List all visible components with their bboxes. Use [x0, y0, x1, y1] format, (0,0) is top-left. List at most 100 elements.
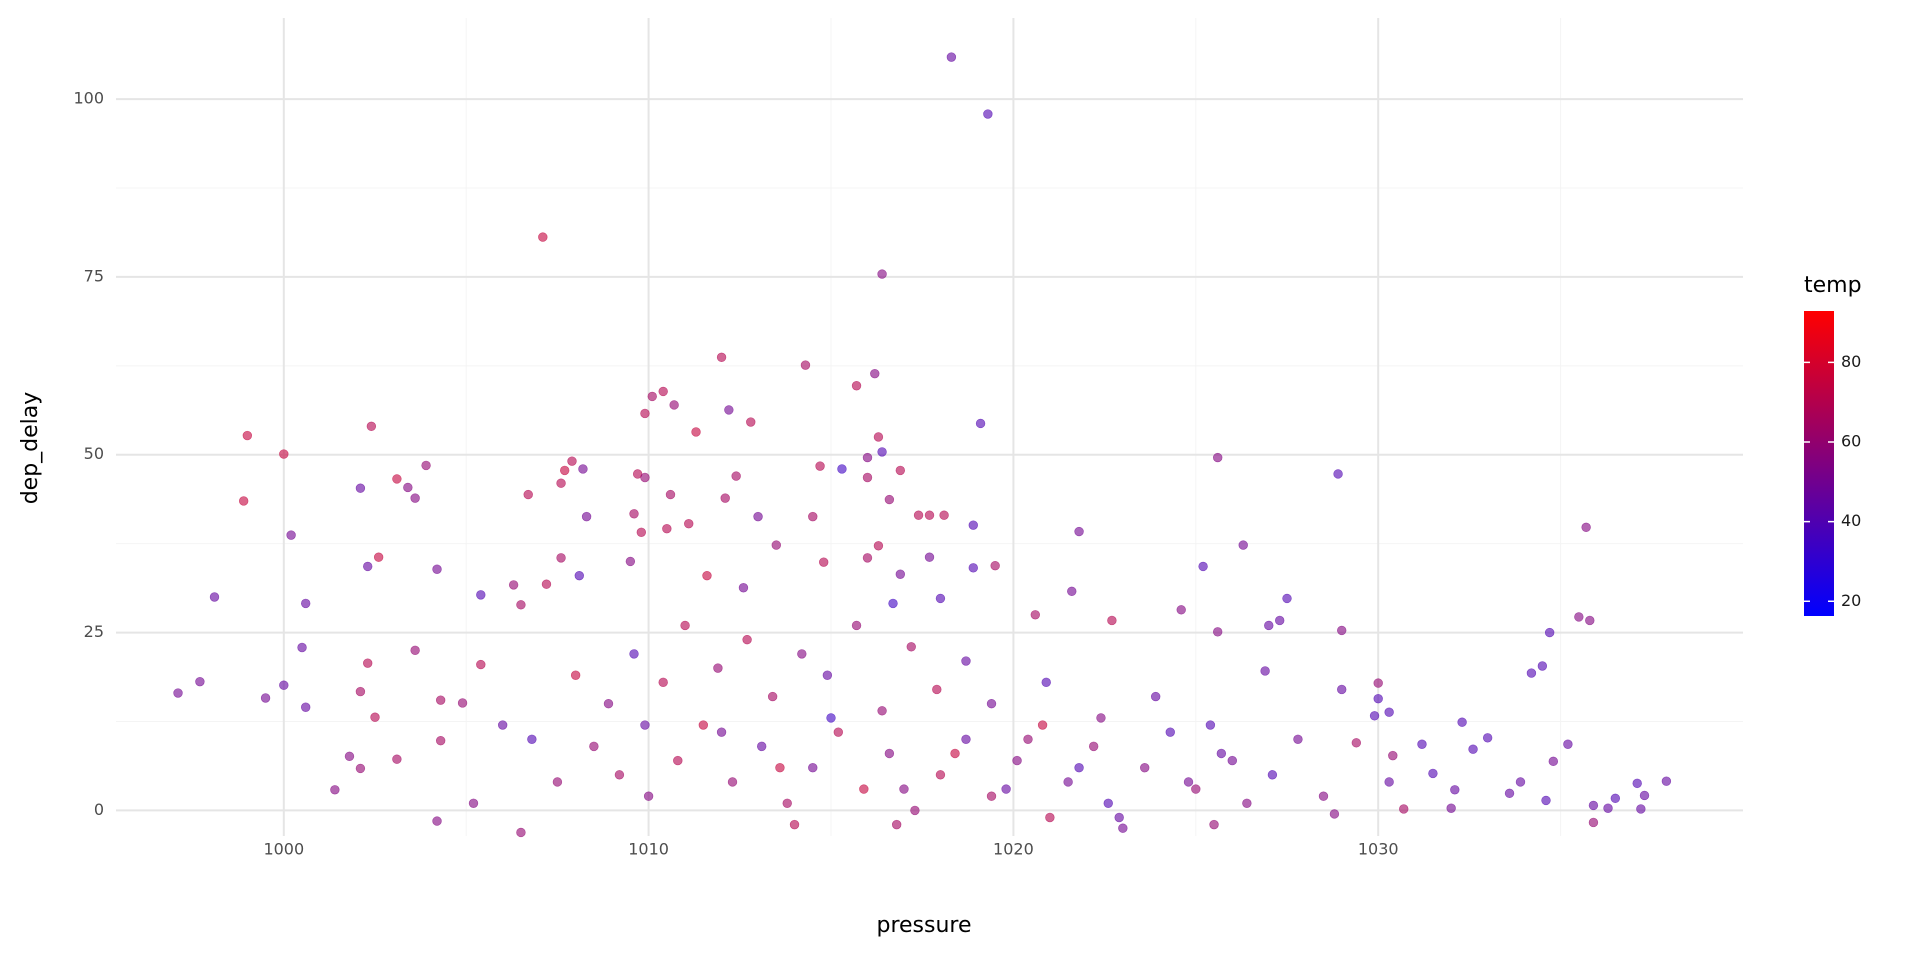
- y-tick-label: 0: [94, 800, 104, 819]
- point: [1282, 593, 1292, 604]
- point: [1446, 803, 1456, 813]
- point: [497, 720, 508, 730]
- point: [614, 770, 625, 780]
- point: [1096, 713, 1106, 723]
- point: [720, 493, 730, 503]
- point: [877, 447, 887, 457]
- point: [363, 561, 373, 572]
- point: [833, 727, 844, 737]
- colorbar: [1804, 311, 1834, 616]
- point: [884, 494, 895, 505]
- y-tick-label: 100: [73, 89, 104, 108]
- point: [775, 763, 785, 773]
- point: [658, 677, 668, 688]
- point: [1661, 776, 1672, 786]
- point: [1384, 777, 1394, 787]
- point: [552, 777, 563, 787]
- point: [538, 232, 548, 242]
- point: [1537, 661, 1548, 671]
- point: [344, 751, 355, 762]
- point: [209, 592, 220, 602]
- point: [961, 734, 971, 744]
- point: [647, 391, 657, 402]
- point: [851, 381, 862, 391]
- point: [1369, 711, 1380, 721]
- point: [574, 570, 584, 581]
- point: [891, 819, 902, 830]
- point: [603, 698, 614, 709]
- points: [173, 52, 1672, 838]
- point: [870, 368, 880, 379]
- point: [756, 741, 767, 752]
- point: [1351, 738, 1362, 748]
- point: [702, 570, 712, 581]
- y-tick-label: 75: [84, 266, 104, 285]
- colorbar-label: 80: [1841, 352, 1861, 371]
- point: [691, 427, 701, 437]
- point: [815, 461, 825, 471]
- point: [716, 727, 727, 737]
- point: [1636, 804, 1646, 814]
- point: [355, 483, 366, 493]
- point: [570, 670, 581, 680]
- point: [877, 269, 887, 279]
- x-axis-title: pressure: [876, 913, 971, 938]
- point: [1337, 625, 1347, 636]
- point: [1373, 678, 1383, 688]
- point: [658, 386, 668, 397]
- point: [808, 511, 818, 522]
- point: [782, 798, 792, 808]
- point: [946, 52, 957, 62]
- point: [983, 109, 993, 119]
- point: [1260, 666, 1270, 676]
- point: [432, 816, 442, 826]
- point: [990, 561, 1000, 571]
- point: [724, 405, 734, 415]
- point: [986, 698, 997, 709]
- point: [986, 791, 997, 801]
- point: [1318, 791, 1329, 801]
- point: [1212, 627, 1223, 637]
- legend: 20 40 60 80: [1804, 352, 1861, 610]
- point: [1045, 812, 1055, 823]
- point: [330, 785, 340, 795]
- point: [913, 510, 924, 520]
- point: [392, 754, 402, 764]
- point: [242, 430, 253, 441]
- point: [1242, 798, 1252, 808]
- point: [410, 493, 420, 503]
- point: [899, 784, 909, 794]
- point: [1333, 469, 1343, 479]
- point: [826, 713, 836, 723]
- point: [392, 474, 402, 484]
- point: [1118, 823, 1128, 833]
- point: [935, 593, 946, 604]
- point: [1417, 739, 1427, 749]
- point: [1544, 627, 1555, 638]
- point: [629, 509, 639, 519]
- point: [640, 408, 650, 419]
- point: [403, 482, 413, 493]
- point: [1088, 741, 1099, 752]
- point: [432, 564, 442, 574]
- point: [1114, 812, 1124, 823]
- x-tick-label: 1000: [263, 840, 304, 859]
- point: [1548, 756, 1559, 767]
- point: [1515, 777, 1526, 787]
- point: [716, 352, 727, 362]
- point: [1176, 605, 1186, 615]
- point: [476, 590, 486, 600]
- point: [884, 748, 895, 759]
- point: [1468, 744, 1478, 754]
- y-tick-label: 50: [84, 444, 104, 463]
- point: [625, 556, 636, 567]
- point: [297, 642, 307, 653]
- y-tick-label: 25: [84, 622, 104, 641]
- point: [629, 649, 639, 659]
- point: [1399, 804, 1409, 814]
- point: [1165, 727, 1175, 737]
- point: [410, 645, 420, 656]
- point: [1001, 784, 1011, 794]
- point: [1588, 817, 1599, 828]
